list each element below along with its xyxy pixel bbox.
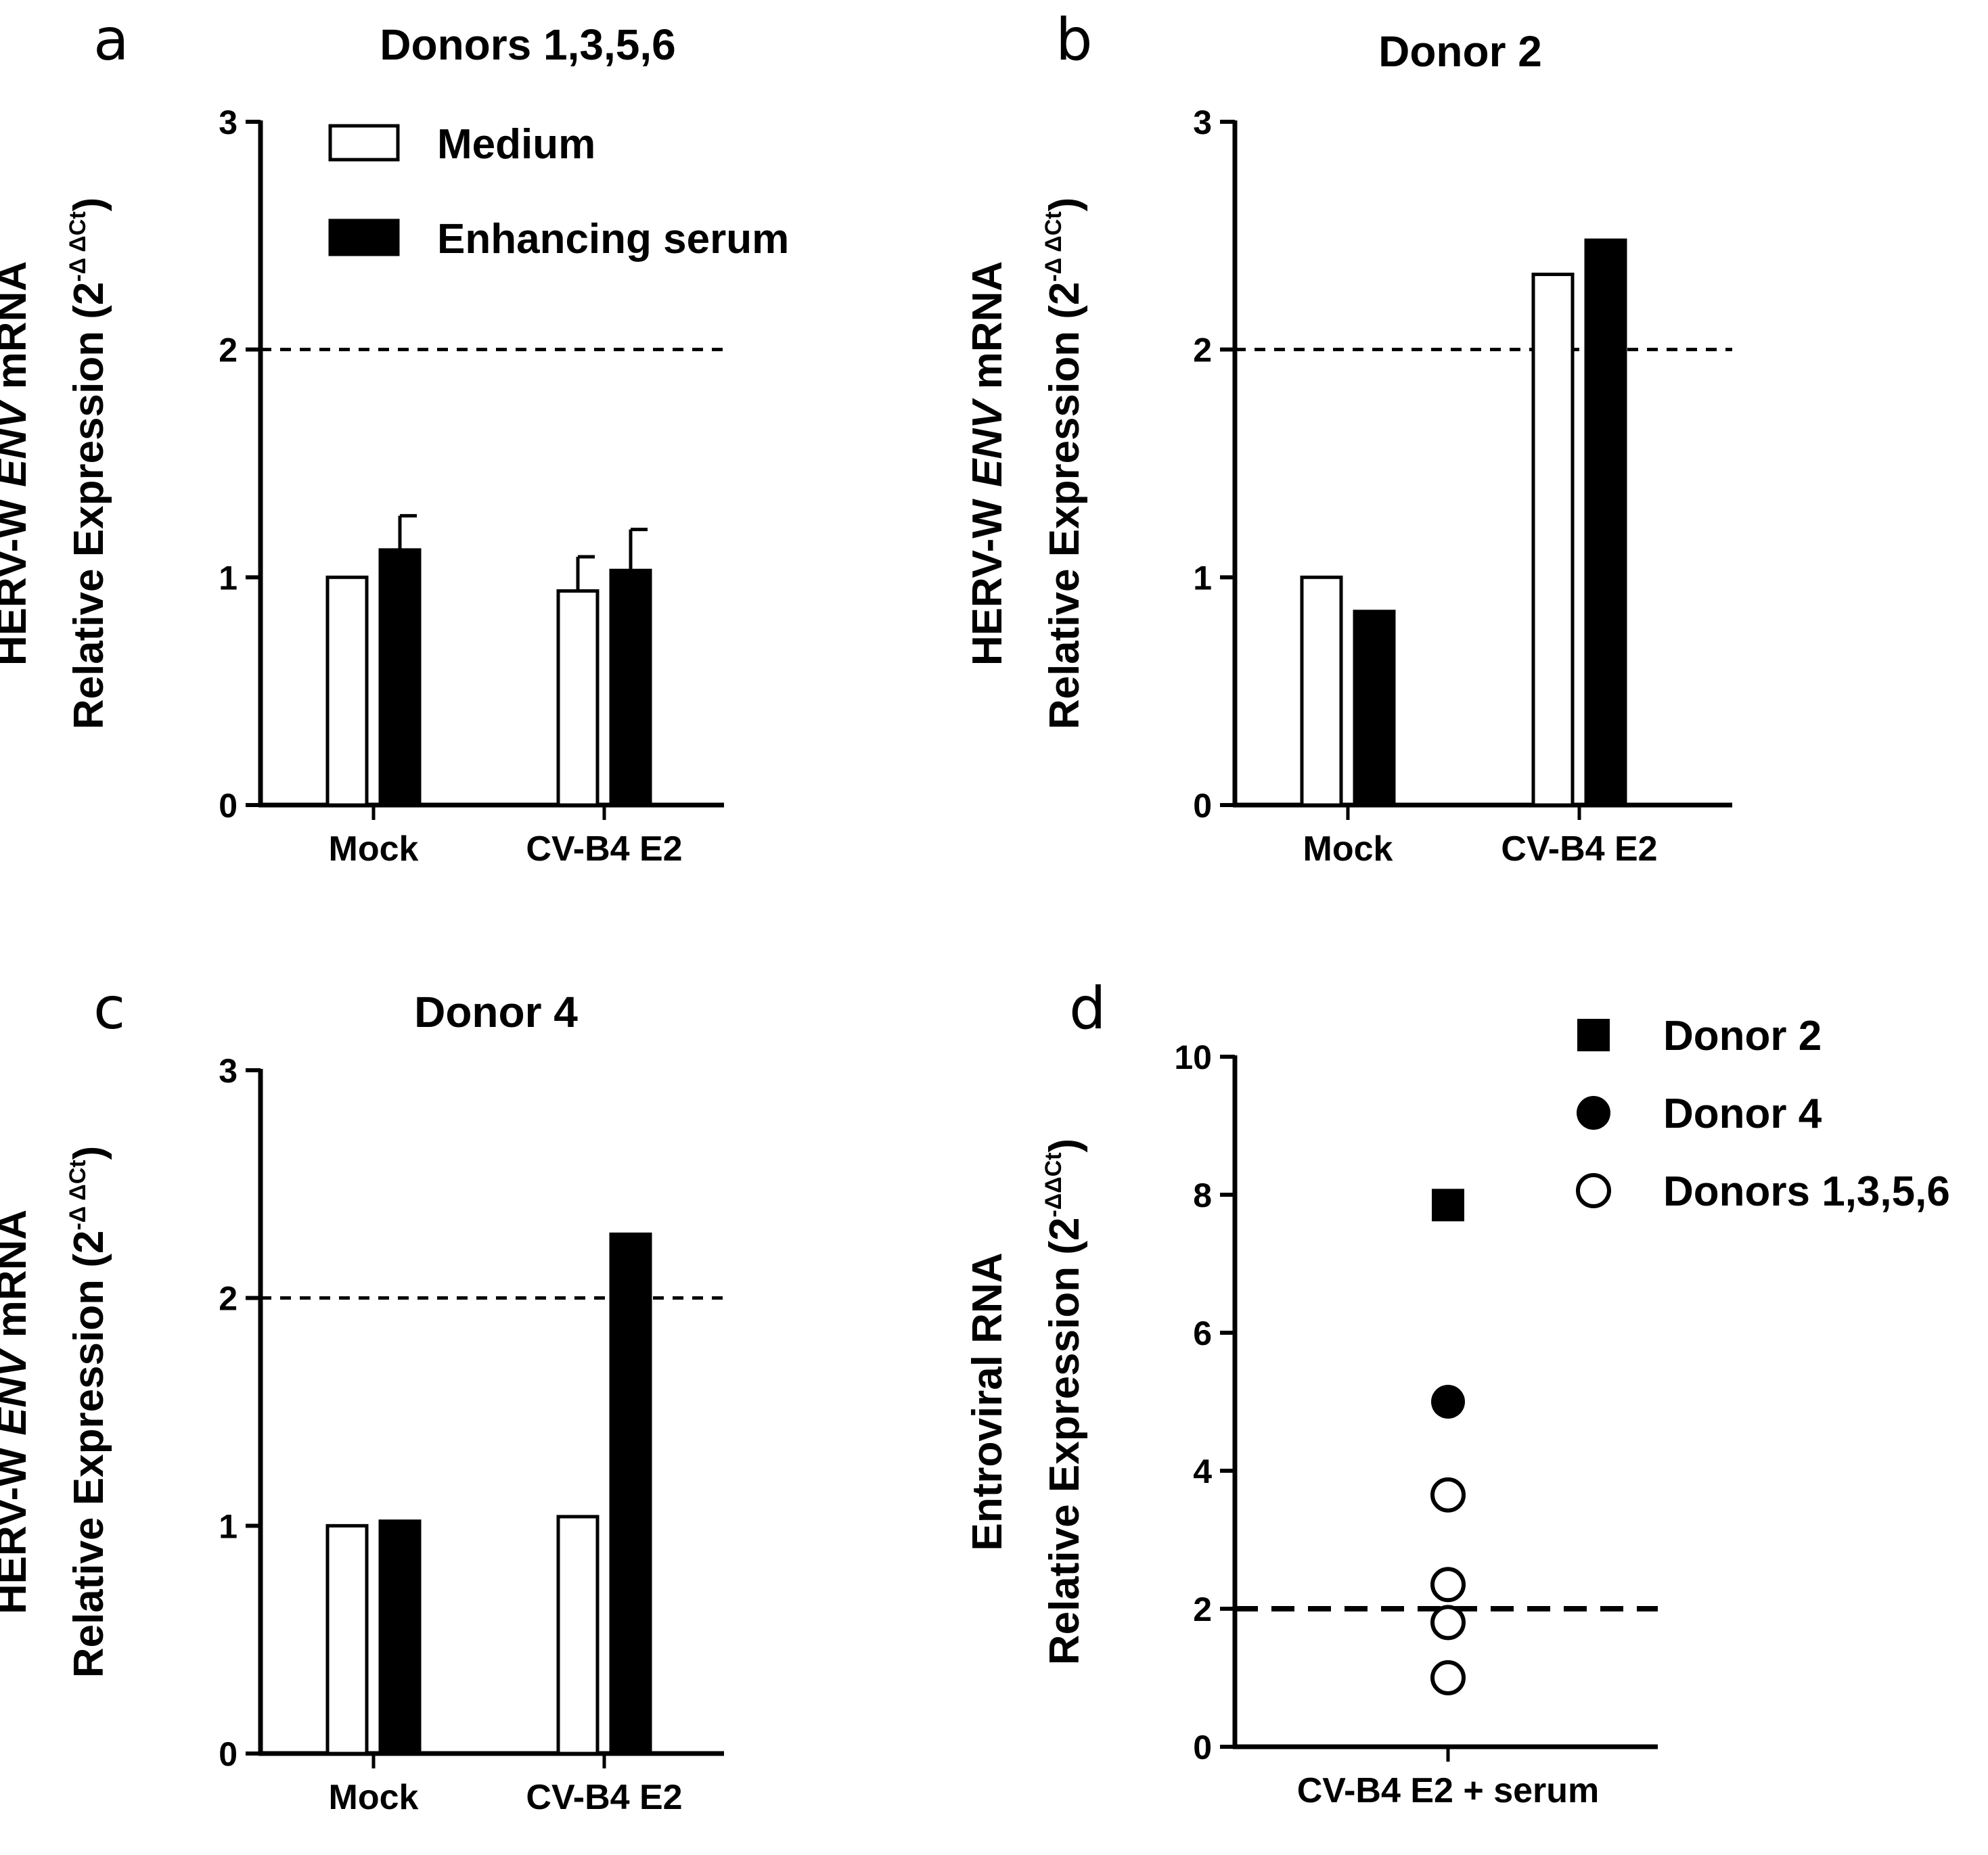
y-label-line1-end: mRNA [964,261,1011,401]
y-label-italic: ENV [0,1346,35,1436]
y-tick-label: 6 [1193,1314,1212,1352]
y-tick-label: 2 [1193,331,1212,369]
legend-label: Donor 4 [1663,1091,1822,1137]
x-category-label: CV-B4 E2 [1501,829,1657,869]
bar-enhancing-serum [609,1232,652,1756]
y-label-italic: ENV [0,398,35,487]
y-label-close-paren: ) [66,198,112,212]
data-point-circle-open [1430,1567,1466,1603]
y-axis-label-line2: Relative Expression (2-Δ ΔCt) [65,1146,112,1678]
y-axis-label: HERV-W ENV mRNA Relative Expression (2-Δ … [0,198,112,730]
bar-medium [1531,273,1575,807]
y-label-line1-start: HERV-W [0,487,35,666]
data-point-circle-filled [1431,1385,1465,1419]
y-tick-label: 2 [219,331,238,369]
x-category-label: Mock [329,1778,419,1817]
y-axis-label-line2: Relative Expression (2-Δ ΔCt) [65,198,112,730]
y-axis-label-line1: HERV-W ENV mRNA [964,261,1011,666]
x-category-label: Mock [1303,829,1393,869]
y-label-superscript: -ΔΔCt [1041,1152,1066,1217]
panel-label-d: d [1069,975,1106,1043]
y-tick-label: 8 [1193,1176,1212,1214]
bar-medium [325,1524,369,1756]
y-axis-label: HERV-W ENV mRNA Relative Expression (2-Δ … [0,1146,112,1678]
y-tick-label: 1 [1193,559,1212,597]
x-category-label: Mock [329,829,419,869]
legend-label: Medium [437,121,595,168]
x-category-label: CV-B4 E2 [526,829,682,869]
y-axis-label-line1: Entroviral RNA [964,1253,1011,1551]
y-tick-label: 0 [1193,1728,1212,1766]
bar-enhancing-serum [378,548,422,807]
legend-marker [1577,1096,1610,1130]
legend-swatch [328,124,400,162]
y-label-line1-end: mRNA [0,261,35,401]
y-tick-label: 0 [1193,787,1212,825]
y-tick-label: 1 [219,1507,238,1545]
y-label-line2-main: Relative Expression (2 [1041,1218,1088,1666]
legend-marker [1576,1173,1611,1208]
bar-medium [556,1515,600,1756]
bar-enhancing-serum [1353,610,1396,807]
x-category-label: CV-B4 E2 [526,1778,682,1817]
y-axis-label-line2: Relative Expression (2-Δ ΔCt) [1041,198,1088,730]
data-point-circle-open [1430,1477,1466,1513]
y-tick-label: 1 [219,559,238,597]
chart-title: Donor 4 [414,988,578,1036]
panel-label-c: c [93,975,125,1043]
bar-medium [556,589,600,807]
y-label-line1-start: HERV-W [0,1436,35,1614]
legend-marker [1577,1019,1610,1051]
y-tick-label: 2 [219,1280,238,1318]
legend-label: Enhancing serum [437,216,789,262]
y-axis-label: Entroviral RNA Relative Expression (2-ΔΔC… [964,1139,1088,1665]
legend-swatch [328,219,400,256]
y-tick-label: 3 [1193,104,1212,141]
y-label-close-paren: ) [1041,1139,1088,1153]
y-tick-label: 3 [219,1052,238,1090]
panel-d-scatter-chart: 0 2 4 6 8 10 CV-B4 E2 + serum Donor 2 Donor 4 Don… [964,1013,1950,1810]
x-category-label: CV-B4 E2 + serum [1297,1771,1600,1810]
y-label-superscript: -Δ ΔCt [1041,211,1066,281]
panel-label-b: b [1056,6,1093,74]
legend-label: Donor 2 [1663,1013,1822,1059]
legend-label: Donors 1,3,5,6 [1663,1168,1950,1215]
bar-medium [1300,575,1343,807]
chart-title: Donor 2 [1378,27,1542,76]
y-axis-label-line2: Relative Expression (2-ΔΔCt) [1041,1139,1088,1665]
data-point-square-filled [1432,1189,1464,1222]
y-label-line1-end: mRNA [0,1210,35,1350]
panel-c-bar-chart: Donor 4 0 1 2 3 Mock CV-B4 E2 HERV-W ENV mRNA Re… [0,988,724,1817]
y-label-superscript: -Δ ΔCt [65,1160,91,1230]
bar-medium [325,575,369,807]
y-label-close-paren: ) [66,1146,112,1160]
y-axis-label-line1: HERV-W ENV mRNA [0,261,35,666]
data-point-circle-open [1430,1605,1466,1641]
bar-enhancing-serum [378,1519,422,1756]
y-label-line2-main: Relative Expression (2 [66,282,112,730]
y-tick-label: 2 [1193,1590,1212,1628]
y-label-line2-main: Relative Expression (2 [66,1231,112,1678]
panel-a-bar-chart: Donors 1,3,5,6 0 1 2 3 Mock CV-B4 E2 HERV-W ENV… [0,20,789,869]
chart-title: Donors 1,3,5,6 [380,20,676,69]
y-axis-label-line1: HERV-W ENV mRNA [0,1210,35,1614]
y-label-line2-main: Relative Expression (2 [1041,282,1088,730]
y-label-superscript: -Δ ΔCt [65,211,91,281]
data-point-circle-open [1430,1660,1466,1695]
panel-b-bar-chart: Donor 2 0 1 2 3 Mock CV-B4 E2 HERV-W ENV mRNA Re… [964,27,1732,869]
y-tick-label: 10 [1174,1038,1212,1076]
y-axis-label: HERV-W ENV mRNA Relative Expression (2-Δ … [964,198,1088,730]
bar-enhancing-serum [1584,238,1627,807]
panel-label-a: a [93,6,129,74]
y-tick-label: 0 [219,787,238,825]
y-label-line1-start: HERV-W [964,487,1011,666]
y-tick-label: 3 [219,104,238,141]
y-label-italic: ENV [964,398,1011,487]
bar-enhancing-serum [609,568,652,807]
y-tick-label: 0 [219,1735,238,1773]
y-label-close-paren: ) [1041,198,1088,212]
y-tick-label: 4 [1193,1452,1212,1490]
